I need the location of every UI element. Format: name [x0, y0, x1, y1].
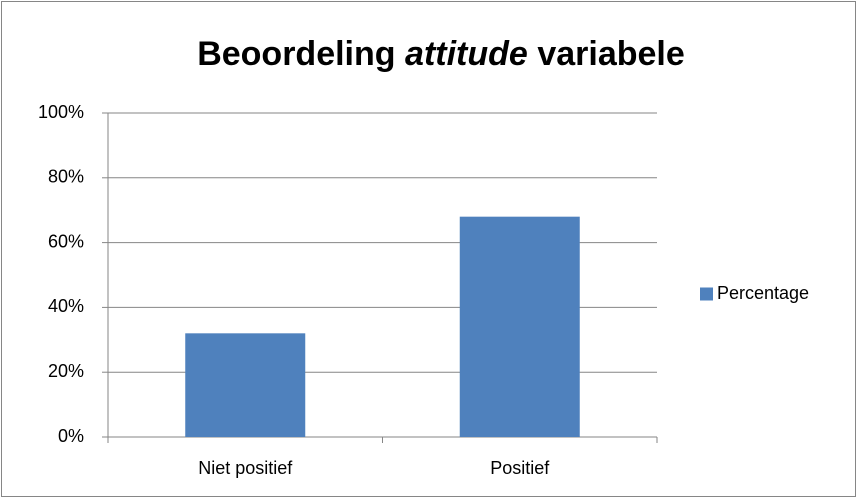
bar [459, 216, 580, 437]
title-part: Beoordeling [197, 35, 395, 73]
x-tick-label: Niet positief [198, 458, 293, 478]
x-tick-label: Positief [490, 458, 550, 478]
legend-label: Percentage [717, 283, 809, 303]
y-tick-label: 0% [58, 426, 84, 446]
chart-title: Beoordeling attitude variabele [197, 35, 685, 73]
title-part: attitude [405, 35, 528, 73]
y-tick-label: 100% [38, 102, 84, 122]
y-tick-label: 80% [48, 167, 84, 187]
y-tick-label: 40% [48, 296, 84, 316]
bar [185, 333, 306, 437]
y-tick-label: 60% [48, 231, 84, 251]
y-tick-label: 20% [48, 361, 84, 381]
title-part: variabele [537, 35, 684, 73]
legend-swatch [700, 287, 713, 301]
